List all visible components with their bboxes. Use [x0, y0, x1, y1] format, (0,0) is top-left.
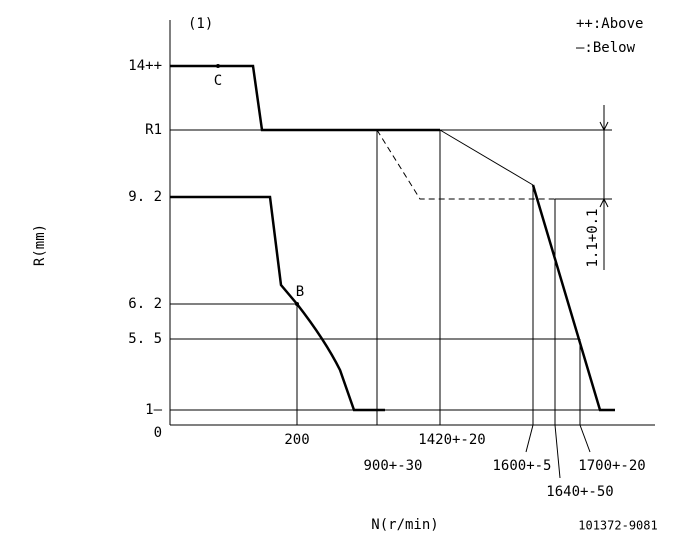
x-label: 1640+-50: [546, 484, 613, 500]
x-label: 1420+-20: [418, 432, 485, 448]
y-label: 9. 2: [128, 189, 162, 205]
axis-title: N(r/min): [371, 517, 438, 533]
figure-label: (1): [188, 16, 213, 32]
y-label: 5. 5: [128, 331, 162, 347]
dimension-label: 1.1+0.1: [585, 208, 601, 267]
y-label: 6. 2: [128, 296, 162, 312]
x-label: 200: [284, 432, 309, 448]
y-label: 1—: [145, 402, 162, 418]
x-label: 1700+-20: [578, 458, 645, 474]
axes: [169, 20, 655, 479]
point: [295, 302, 299, 306]
point-label: B: [296, 284, 304, 300]
legend: ++:Above: [576, 16, 643, 32]
axis-title: R(mm): [32, 224, 48, 266]
y-label: R1: [145, 122, 162, 138]
y-label: 14++: [128, 58, 162, 74]
x-label: 900+-30: [363, 458, 422, 474]
x-label: 1600+-5: [492, 458, 551, 474]
curves: [170, 64, 615, 412]
y-label: 0: [154, 425, 162, 441]
code: 101372-9081: [578, 519, 657, 533]
legend: —:Below: [576, 40, 636, 56]
point-label: C: [214, 73, 222, 89]
point: [216, 64, 220, 68]
